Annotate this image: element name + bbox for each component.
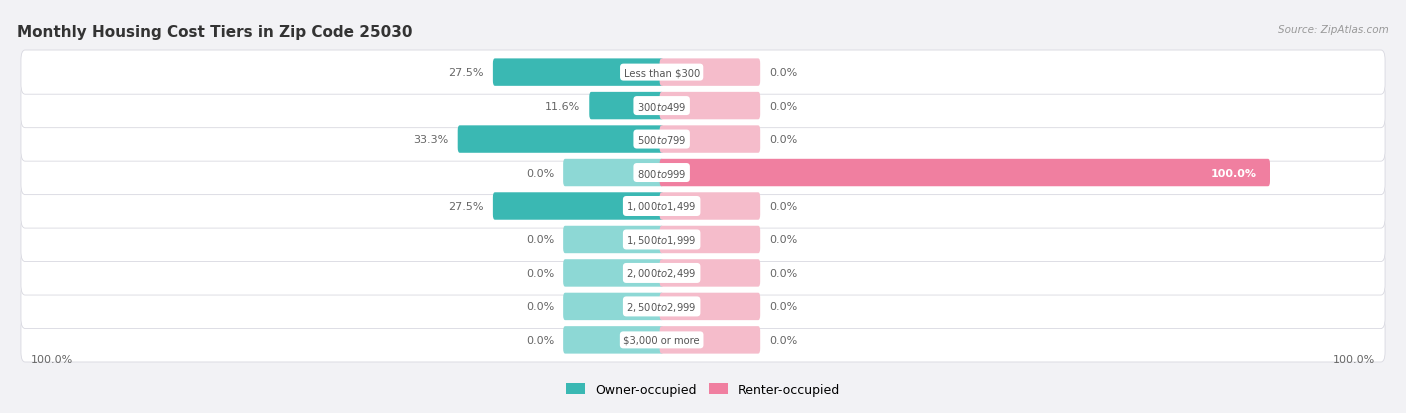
Text: 0.0%: 0.0%	[769, 135, 797, 145]
FancyBboxPatch shape	[659, 260, 761, 287]
Text: 0.0%: 0.0%	[769, 202, 797, 211]
Text: $2,000 to $2,499: $2,000 to $2,499	[627, 267, 697, 280]
FancyBboxPatch shape	[21, 285, 1385, 329]
FancyBboxPatch shape	[21, 185, 1385, 228]
FancyBboxPatch shape	[564, 159, 664, 187]
FancyBboxPatch shape	[564, 326, 664, 354]
Text: 27.5%: 27.5%	[449, 202, 484, 211]
FancyBboxPatch shape	[564, 226, 664, 254]
FancyBboxPatch shape	[659, 59, 761, 87]
FancyBboxPatch shape	[659, 193, 761, 220]
FancyBboxPatch shape	[21, 151, 1385, 195]
Text: Less than $300: Less than $300	[623, 68, 700, 78]
FancyBboxPatch shape	[21, 51, 1385, 95]
FancyBboxPatch shape	[659, 293, 761, 320]
FancyBboxPatch shape	[564, 260, 664, 287]
Text: $300 to $499: $300 to $499	[637, 100, 686, 112]
FancyBboxPatch shape	[21, 318, 1385, 362]
FancyBboxPatch shape	[659, 126, 761, 153]
Text: $1,500 to $1,999: $1,500 to $1,999	[627, 233, 697, 247]
Text: Monthly Housing Cost Tiers in Zip Code 25030: Monthly Housing Cost Tiers in Zip Code 2…	[17, 25, 412, 40]
Text: 0.0%: 0.0%	[526, 168, 554, 178]
FancyBboxPatch shape	[21, 251, 1385, 295]
Text: $3,000 or more: $3,000 or more	[623, 335, 700, 345]
Text: 100.0%: 100.0%	[31, 354, 73, 364]
FancyBboxPatch shape	[589, 93, 664, 120]
Text: $2,500 to $2,999: $2,500 to $2,999	[627, 300, 697, 313]
Text: 0.0%: 0.0%	[526, 335, 554, 345]
FancyBboxPatch shape	[659, 93, 761, 120]
Text: Source: ZipAtlas.com: Source: ZipAtlas.com	[1278, 25, 1389, 35]
FancyBboxPatch shape	[564, 293, 664, 320]
Text: 33.3%: 33.3%	[413, 135, 449, 145]
Text: 0.0%: 0.0%	[769, 68, 797, 78]
FancyBboxPatch shape	[21, 218, 1385, 262]
FancyBboxPatch shape	[458, 126, 664, 153]
FancyBboxPatch shape	[659, 226, 761, 254]
Legend: Owner-occupied, Renter-occupied: Owner-occupied, Renter-occupied	[561, 378, 845, 401]
Text: 0.0%: 0.0%	[769, 301, 797, 312]
FancyBboxPatch shape	[21, 84, 1385, 128]
Text: $800 to $999: $800 to $999	[637, 167, 686, 179]
Text: 100.0%: 100.0%	[1211, 168, 1257, 178]
FancyBboxPatch shape	[21, 118, 1385, 162]
Text: $1,000 to $1,499: $1,000 to $1,499	[627, 200, 697, 213]
FancyBboxPatch shape	[494, 193, 664, 220]
Text: 0.0%: 0.0%	[769, 235, 797, 245]
Text: 0.0%: 0.0%	[769, 335, 797, 345]
Text: 100.0%: 100.0%	[1333, 354, 1375, 364]
Text: 11.6%: 11.6%	[546, 101, 581, 112]
FancyBboxPatch shape	[494, 59, 664, 87]
FancyBboxPatch shape	[659, 326, 761, 354]
Text: $500 to $799: $500 to $799	[637, 134, 686, 146]
Text: 0.0%: 0.0%	[526, 235, 554, 245]
FancyBboxPatch shape	[659, 159, 1270, 187]
Text: 0.0%: 0.0%	[769, 268, 797, 278]
Text: 27.5%: 27.5%	[449, 68, 484, 78]
Text: 0.0%: 0.0%	[526, 268, 554, 278]
Text: 0.0%: 0.0%	[526, 301, 554, 312]
Text: 0.0%: 0.0%	[769, 101, 797, 112]
